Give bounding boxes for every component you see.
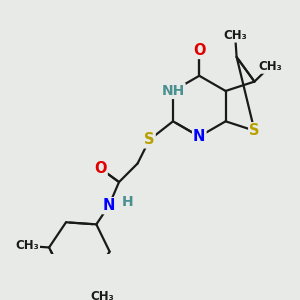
Text: CH₃: CH₃: [223, 28, 247, 42]
Text: H: H: [122, 195, 133, 209]
Text: S: S: [144, 132, 154, 147]
Text: O: O: [193, 43, 206, 58]
Text: CH₃: CH₃: [15, 239, 39, 253]
Text: CH₃: CH₃: [258, 60, 282, 73]
Text: O: O: [94, 161, 107, 176]
Text: S: S: [249, 123, 260, 138]
Text: CH₃: CH₃: [91, 290, 114, 300]
Text: N: N: [193, 129, 206, 144]
Text: NH: NH: [161, 84, 184, 98]
Text: N: N: [103, 198, 115, 213]
